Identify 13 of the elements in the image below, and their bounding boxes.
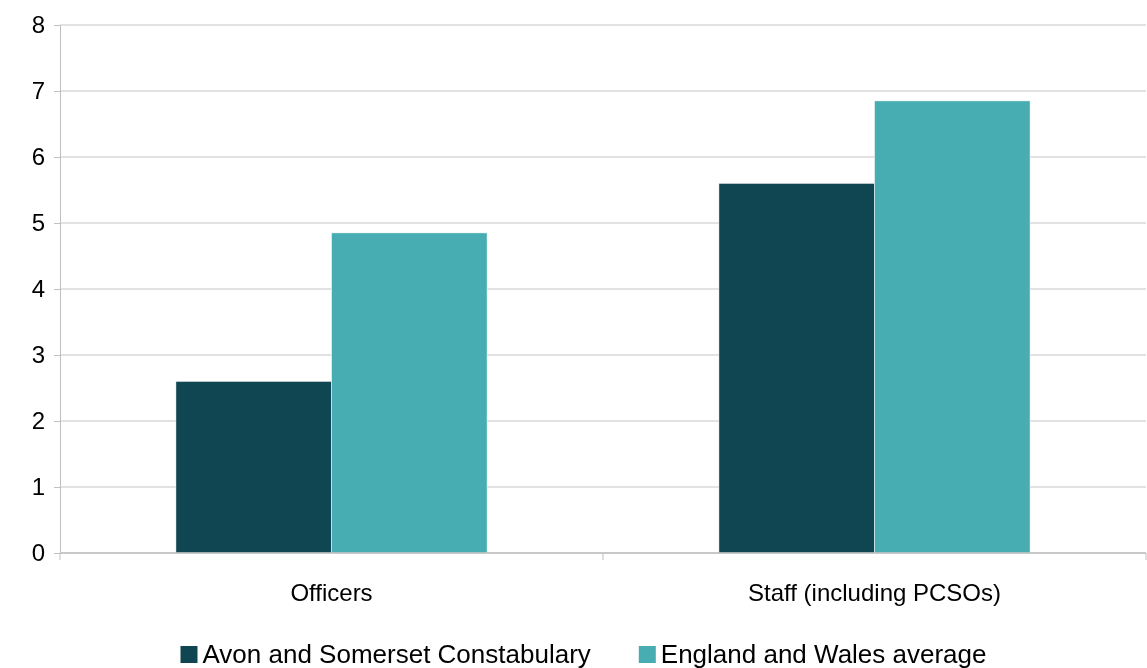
y-tick-label: 4 [31,275,45,303]
y-tick-label: 6 [31,143,45,171]
legend-label: England and Wales average [660,639,987,668]
y-tick-label: 0 [31,539,45,567]
y-tick-label: 5 [31,209,45,237]
x-tick-label: Staff (including PCSOs) [748,579,1001,606]
y-tick-label: 2 [31,407,45,435]
legend-label: Avon and Somerset Constabulary [202,639,591,668]
x-tick-label: Officers [290,579,373,606]
y-tick-label: 8 [31,11,45,39]
y-tick-label: 3 [31,341,45,369]
y-tick-label: 7 [31,77,45,105]
y-tick-label: 1 [31,473,45,501]
